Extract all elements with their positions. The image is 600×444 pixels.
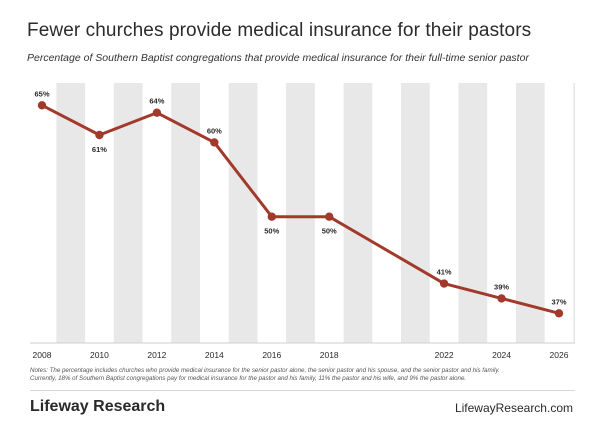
data-point	[325, 212, 334, 221]
x-tick-label: 2026	[550, 350, 569, 360]
x-tick-label: 2014	[205, 350, 224, 360]
x-tick-label: 2024	[492, 350, 511, 360]
data-label: 39%	[494, 282, 509, 291]
data-point	[37, 101, 47, 110]
background-band	[429, 83, 459, 343]
background-band	[30, 83, 57, 343]
data-label: 41%	[437, 268, 452, 277]
background-band	[142, 83, 172, 343]
x-tick-label: 2018	[320, 350, 339, 360]
data-label: 65%	[34, 89, 49, 98]
notes-line-1: Notes: The percentage includes churches …	[30, 367, 500, 374]
x-tick-label: 2010	[90, 350, 109, 360]
data-point	[152, 108, 162, 117]
chart-title: Fewer churches provide medical insurance…	[27, 20, 532, 41]
data-label: 50%	[264, 227, 279, 236]
data-point	[210, 138, 219, 147]
x-tick-label: 2016	[262, 350, 281, 360]
x-tick-label: 2012	[147, 350, 166, 360]
data-point	[267, 212, 276, 221]
data-label: 37%	[551, 297, 566, 306]
data-label: 64%	[149, 97, 164, 106]
data-point	[439, 279, 449, 288]
background-band	[199, 83, 229, 343]
footer-divider	[30, 390, 575, 391]
data-label: 50%	[322, 227, 337, 236]
data-point	[497, 294, 506, 303]
data-point	[95, 130, 104, 140]
website-link[interactable]: LifewayResearch.com	[454, 401, 573, 415]
data-label: 61%	[92, 145, 107, 154]
data-label: 60%	[207, 126, 222, 135]
chart-subtitle: Percentage of Southern Baptist congregat…	[27, 52, 529, 64]
x-tick-label: 2022	[435, 350, 454, 360]
brand-logo: Lifeway Research	[30, 398, 166, 415]
x-tick-label: 2008	[33, 350, 52, 360]
data-point	[554, 309, 564, 318]
background-band	[487, 83, 516, 343]
background-band	[544, 83, 574, 343]
chart-notes: Notes: The percentage includes churches …	[30, 367, 575, 384]
notes-line-2: Currently, 18% of Southern Baptist congr…	[30, 375, 467, 383]
background-band	[372, 83, 402, 343]
background-band	[85, 83, 114, 343]
